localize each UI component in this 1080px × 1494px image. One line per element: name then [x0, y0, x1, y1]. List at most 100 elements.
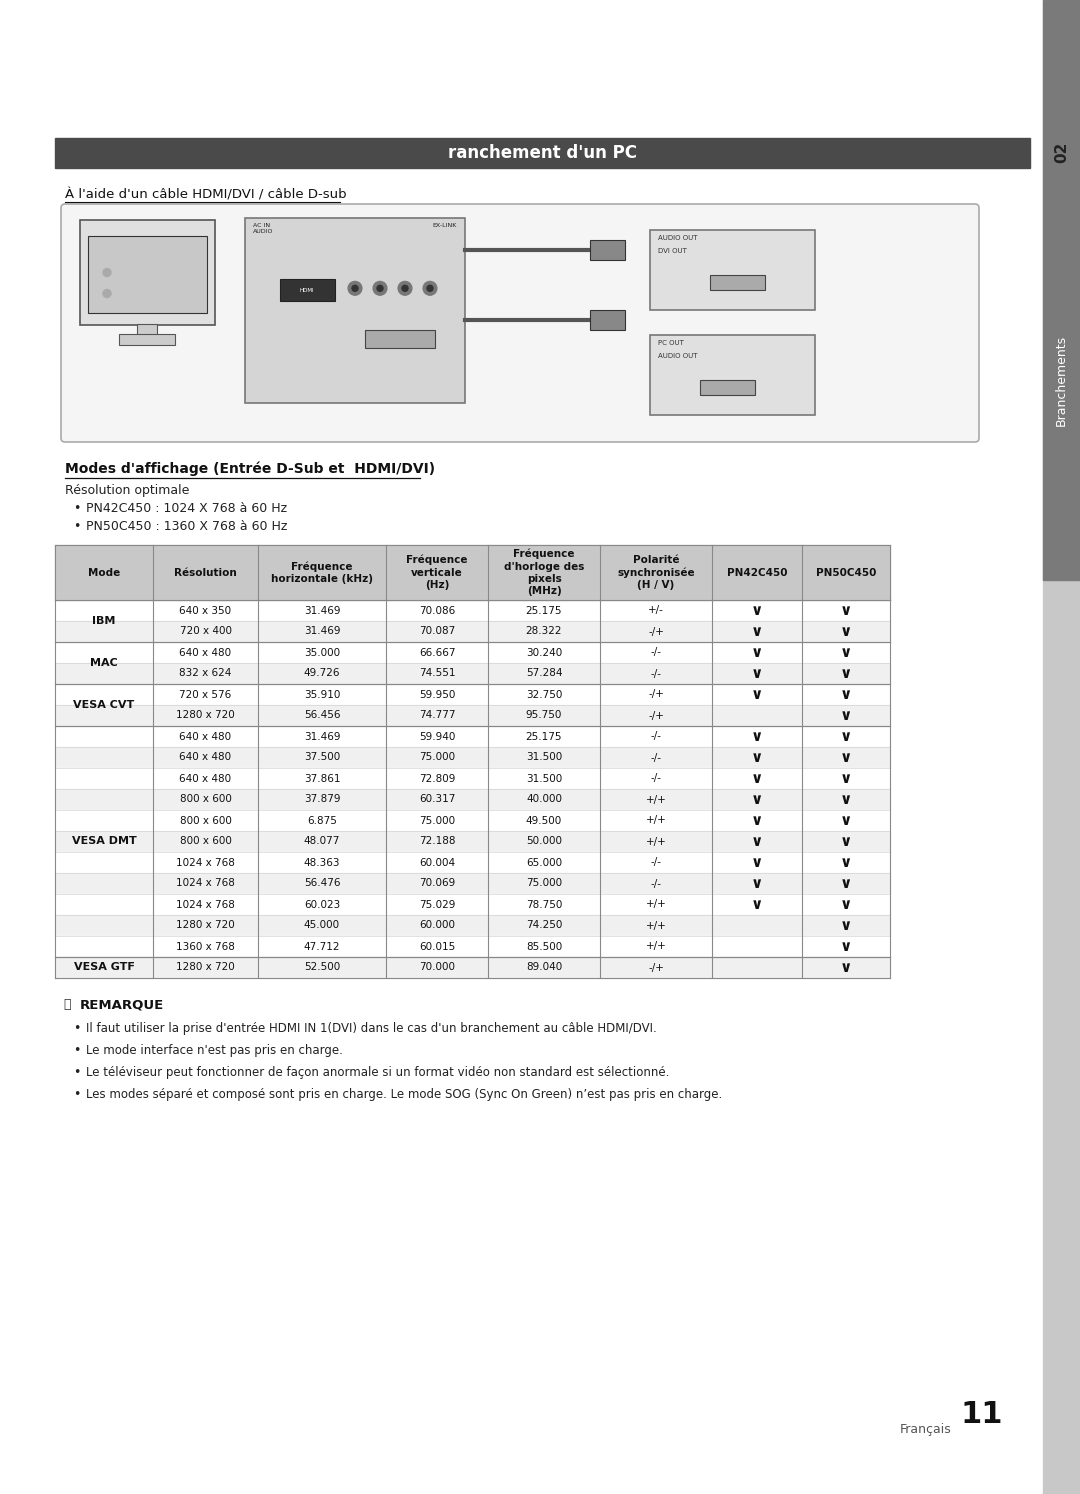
- Text: PN42C450 : 1024 X 768 à 60 Hz: PN42C450 : 1024 X 768 à 60 Hz: [86, 502, 287, 515]
- Text: 30.240: 30.240: [526, 647, 562, 657]
- Bar: [55, 747, 890, 768]
- Text: ∨: ∨: [840, 729, 852, 744]
- Text: 800 x 600: 800 x 600: [179, 795, 231, 804]
- Bar: [55, 958, 890, 979]
- Text: HDMI: HDMI: [299, 288, 314, 293]
- Bar: [55, 622, 890, 642]
- Circle shape: [103, 290, 111, 297]
- Text: 37.879: 37.879: [303, 795, 340, 804]
- Text: 59.940: 59.940: [419, 732, 455, 741]
- Text: DVI OUT: DVI OUT: [658, 248, 687, 254]
- Text: Modes d'affichage (Entrée D-Sub et  HDMI/DVI): Modes d'affichage (Entrée D-Sub et HDMI/…: [65, 462, 435, 477]
- Text: 60.004: 60.004: [419, 858, 455, 868]
- Text: ∨: ∨: [840, 645, 852, 660]
- Bar: [55, 663, 890, 684]
- Text: •: •: [73, 502, 80, 515]
- Text: ∨: ∨: [840, 813, 852, 828]
- Circle shape: [402, 285, 408, 291]
- Circle shape: [103, 269, 111, 276]
- Circle shape: [352, 285, 357, 291]
- Bar: [55, 545, 890, 601]
- Text: 31.469: 31.469: [303, 605, 340, 616]
- Text: ranchement d'un PC: ranchement d'un PC: [448, 143, 637, 161]
- Text: 70.087: 70.087: [419, 626, 455, 636]
- Text: 60.000: 60.000: [419, 920, 455, 931]
- Text: VESA CVT: VESA CVT: [73, 701, 135, 710]
- Circle shape: [373, 281, 387, 296]
- Text: 1280 x 720: 1280 x 720: [176, 920, 234, 931]
- Bar: [650, 335, 815, 415]
- Text: 75.000: 75.000: [419, 816, 455, 826]
- Text: -/-: -/-: [650, 878, 661, 889]
- Text: +/+: +/+: [646, 837, 666, 847]
- Text: 72.809: 72.809: [419, 774, 455, 783]
- Text: ∨: ∨: [840, 917, 852, 932]
- Text: Français: Français: [900, 1422, 951, 1436]
- Text: +/+: +/+: [646, 941, 666, 952]
- Text: 49.500: 49.500: [526, 816, 562, 826]
- Text: 74.250: 74.250: [526, 920, 563, 931]
- Text: ∨: ∨: [840, 708, 852, 723]
- Bar: [280, 279, 335, 302]
- Text: ∨: ∨: [751, 834, 764, 849]
- Bar: [55, 726, 890, 747]
- Text: 66.667: 66.667: [419, 647, 456, 657]
- Text: 1024 x 768: 1024 x 768: [176, 858, 235, 868]
- Text: AC IN
AUDIO: AC IN AUDIO: [253, 223, 273, 233]
- Text: 1280 x 720: 1280 x 720: [176, 711, 234, 720]
- Text: 40.000: 40.000: [526, 795, 562, 804]
- Bar: [55, 852, 890, 872]
- Text: 📝: 📝: [63, 998, 70, 1011]
- Text: 720 x 400: 720 x 400: [179, 626, 231, 636]
- Text: VESA GTF: VESA GTF: [73, 962, 134, 973]
- Text: 32.750: 32.750: [526, 690, 563, 699]
- Text: +/+: +/+: [646, 795, 666, 804]
- Text: 1280 x 720: 1280 x 720: [176, 962, 234, 973]
- Text: 74.777: 74.777: [419, 711, 456, 720]
- Text: À l'aide d'un câble HDMI/DVI / câble D-sub: À l'aide d'un câble HDMI/DVI / câble D-s…: [65, 188, 347, 202]
- Text: 1024 x 768: 1024 x 768: [176, 899, 235, 910]
- Text: 78.750: 78.750: [526, 899, 563, 910]
- Text: 70.069: 70.069: [419, 878, 455, 889]
- Text: 800 x 600: 800 x 600: [179, 816, 231, 826]
- Text: 45.000: 45.000: [303, 920, 340, 931]
- Text: ∨: ∨: [751, 624, 764, 639]
- Text: ∨: ∨: [840, 855, 852, 870]
- Text: 25.175: 25.175: [526, 605, 563, 616]
- Bar: [55, 872, 890, 893]
- Text: -/+: -/+: [648, 711, 664, 720]
- Text: •: •: [73, 1022, 80, 1035]
- Bar: [55, 937, 890, 958]
- Text: ∨: ∨: [840, 792, 852, 807]
- Text: •: •: [73, 1067, 80, 1079]
- Text: 85.500: 85.500: [526, 941, 562, 952]
- Text: 49.726: 49.726: [303, 668, 340, 678]
- Text: -/-: -/-: [650, 858, 661, 868]
- Bar: [55, 642, 890, 663]
- Bar: [245, 218, 465, 403]
- Bar: [590, 241, 625, 260]
- Text: +/-: +/-: [648, 605, 664, 616]
- Text: ∨: ∨: [840, 961, 852, 976]
- Text: 31.500: 31.500: [526, 774, 562, 783]
- Text: Fréquence
d'horloge des
pixels
(MHz): Fréquence d'horloge des pixels (MHz): [503, 548, 584, 596]
- Text: 6.875: 6.875: [307, 816, 337, 826]
- Text: Fréquence
verticale
(Hz): Fréquence verticale (Hz): [406, 554, 468, 590]
- Circle shape: [423, 281, 437, 296]
- Text: •: •: [73, 1044, 80, 1056]
- Text: AUDIO OUT: AUDIO OUT: [658, 353, 698, 359]
- Text: 37.500: 37.500: [303, 753, 340, 762]
- Bar: [55, 137, 1030, 167]
- Text: 75.000: 75.000: [419, 753, 455, 762]
- Text: 50.000: 50.000: [526, 837, 562, 847]
- Bar: [55, 914, 890, 937]
- Text: 640 x 350: 640 x 350: [179, 605, 231, 616]
- Text: ∨: ∨: [751, 813, 764, 828]
- Text: ∨: ∨: [840, 896, 852, 911]
- Text: ∨: ∨: [751, 855, 764, 870]
- Bar: [55, 789, 890, 810]
- Text: 70.086: 70.086: [419, 605, 455, 616]
- FancyBboxPatch shape: [60, 205, 978, 442]
- Circle shape: [427, 285, 433, 291]
- Text: 65.000: 65.000: [526, 858, 562, 868]
